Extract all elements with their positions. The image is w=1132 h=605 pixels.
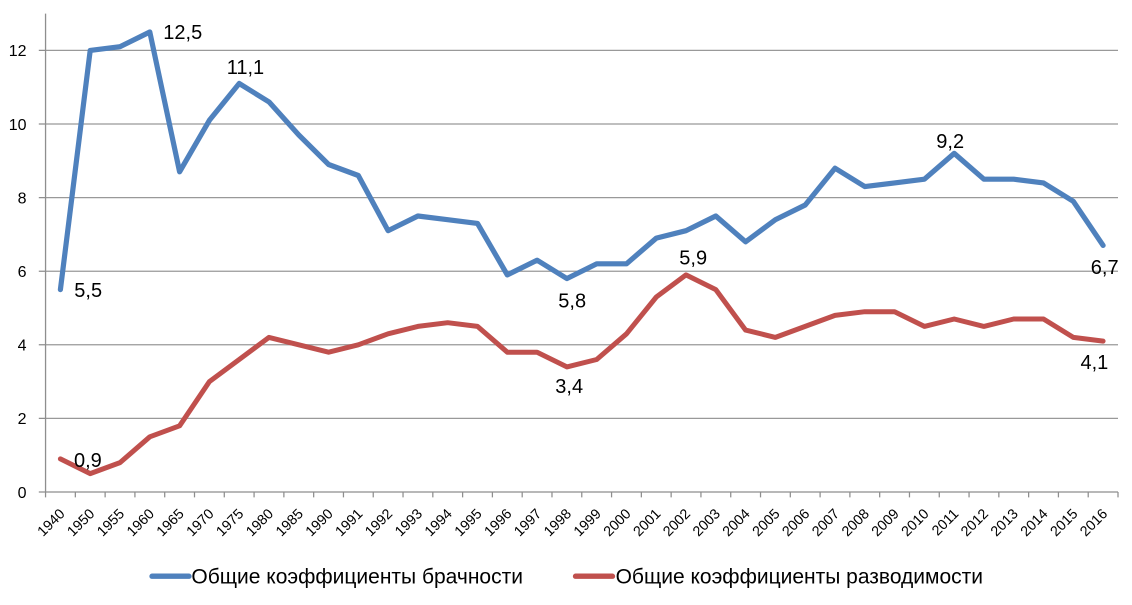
svg-text:6: 6 xyxy=(18,264,27,281)
svg-text:3,4: 3,4 xyxy=(555,376,583,398)
svg-text:6,7: 6,7 xyxy=(1091,257,1119,279)
svg-text:2: 2 xyxy=(18,411,27,428)
svg-text:12: 12 xyxy=(9,43,27,60)
svg-text:10: 10 xyxy=(9,117,27,134)
svg-text:Общие коэффициенты брачности: Общие коэффициенты брачности xyxy=(191,566,523,589)
svg-text:5,9: 5,9 xyxy=(679,248,707,270)
svg-text:5,5: 5,5 xyxy=(74,280,102,302)
svg-text:0: 0 xyxy=(18,485,27,502)
svg-text:5,8: 5,8 xyxy=(558,291,586,313)
svg-text:8: 8 xyxy=(18,190,27,207)
svg-text:4,1: 4,1 xyxy=(1081,352,1109,374)
svg-text:12,5: 12,5 xyxy=(163,22,202,44)
svg-text:Общие коэффициенты разводимост: Общие коэффициенты разводимости xyxy=(616,566,983,589)
svg-text:4: 4 xyxy=(18,338,27,355)
svg-text:11,1: 11,1 xyxy=(227,57,264,79)
svg-text:0,9: 0,9 xyxy=(74,450,102,472)
svg-text:9,2: 9,2 xyxy=(936,131,964,153)
